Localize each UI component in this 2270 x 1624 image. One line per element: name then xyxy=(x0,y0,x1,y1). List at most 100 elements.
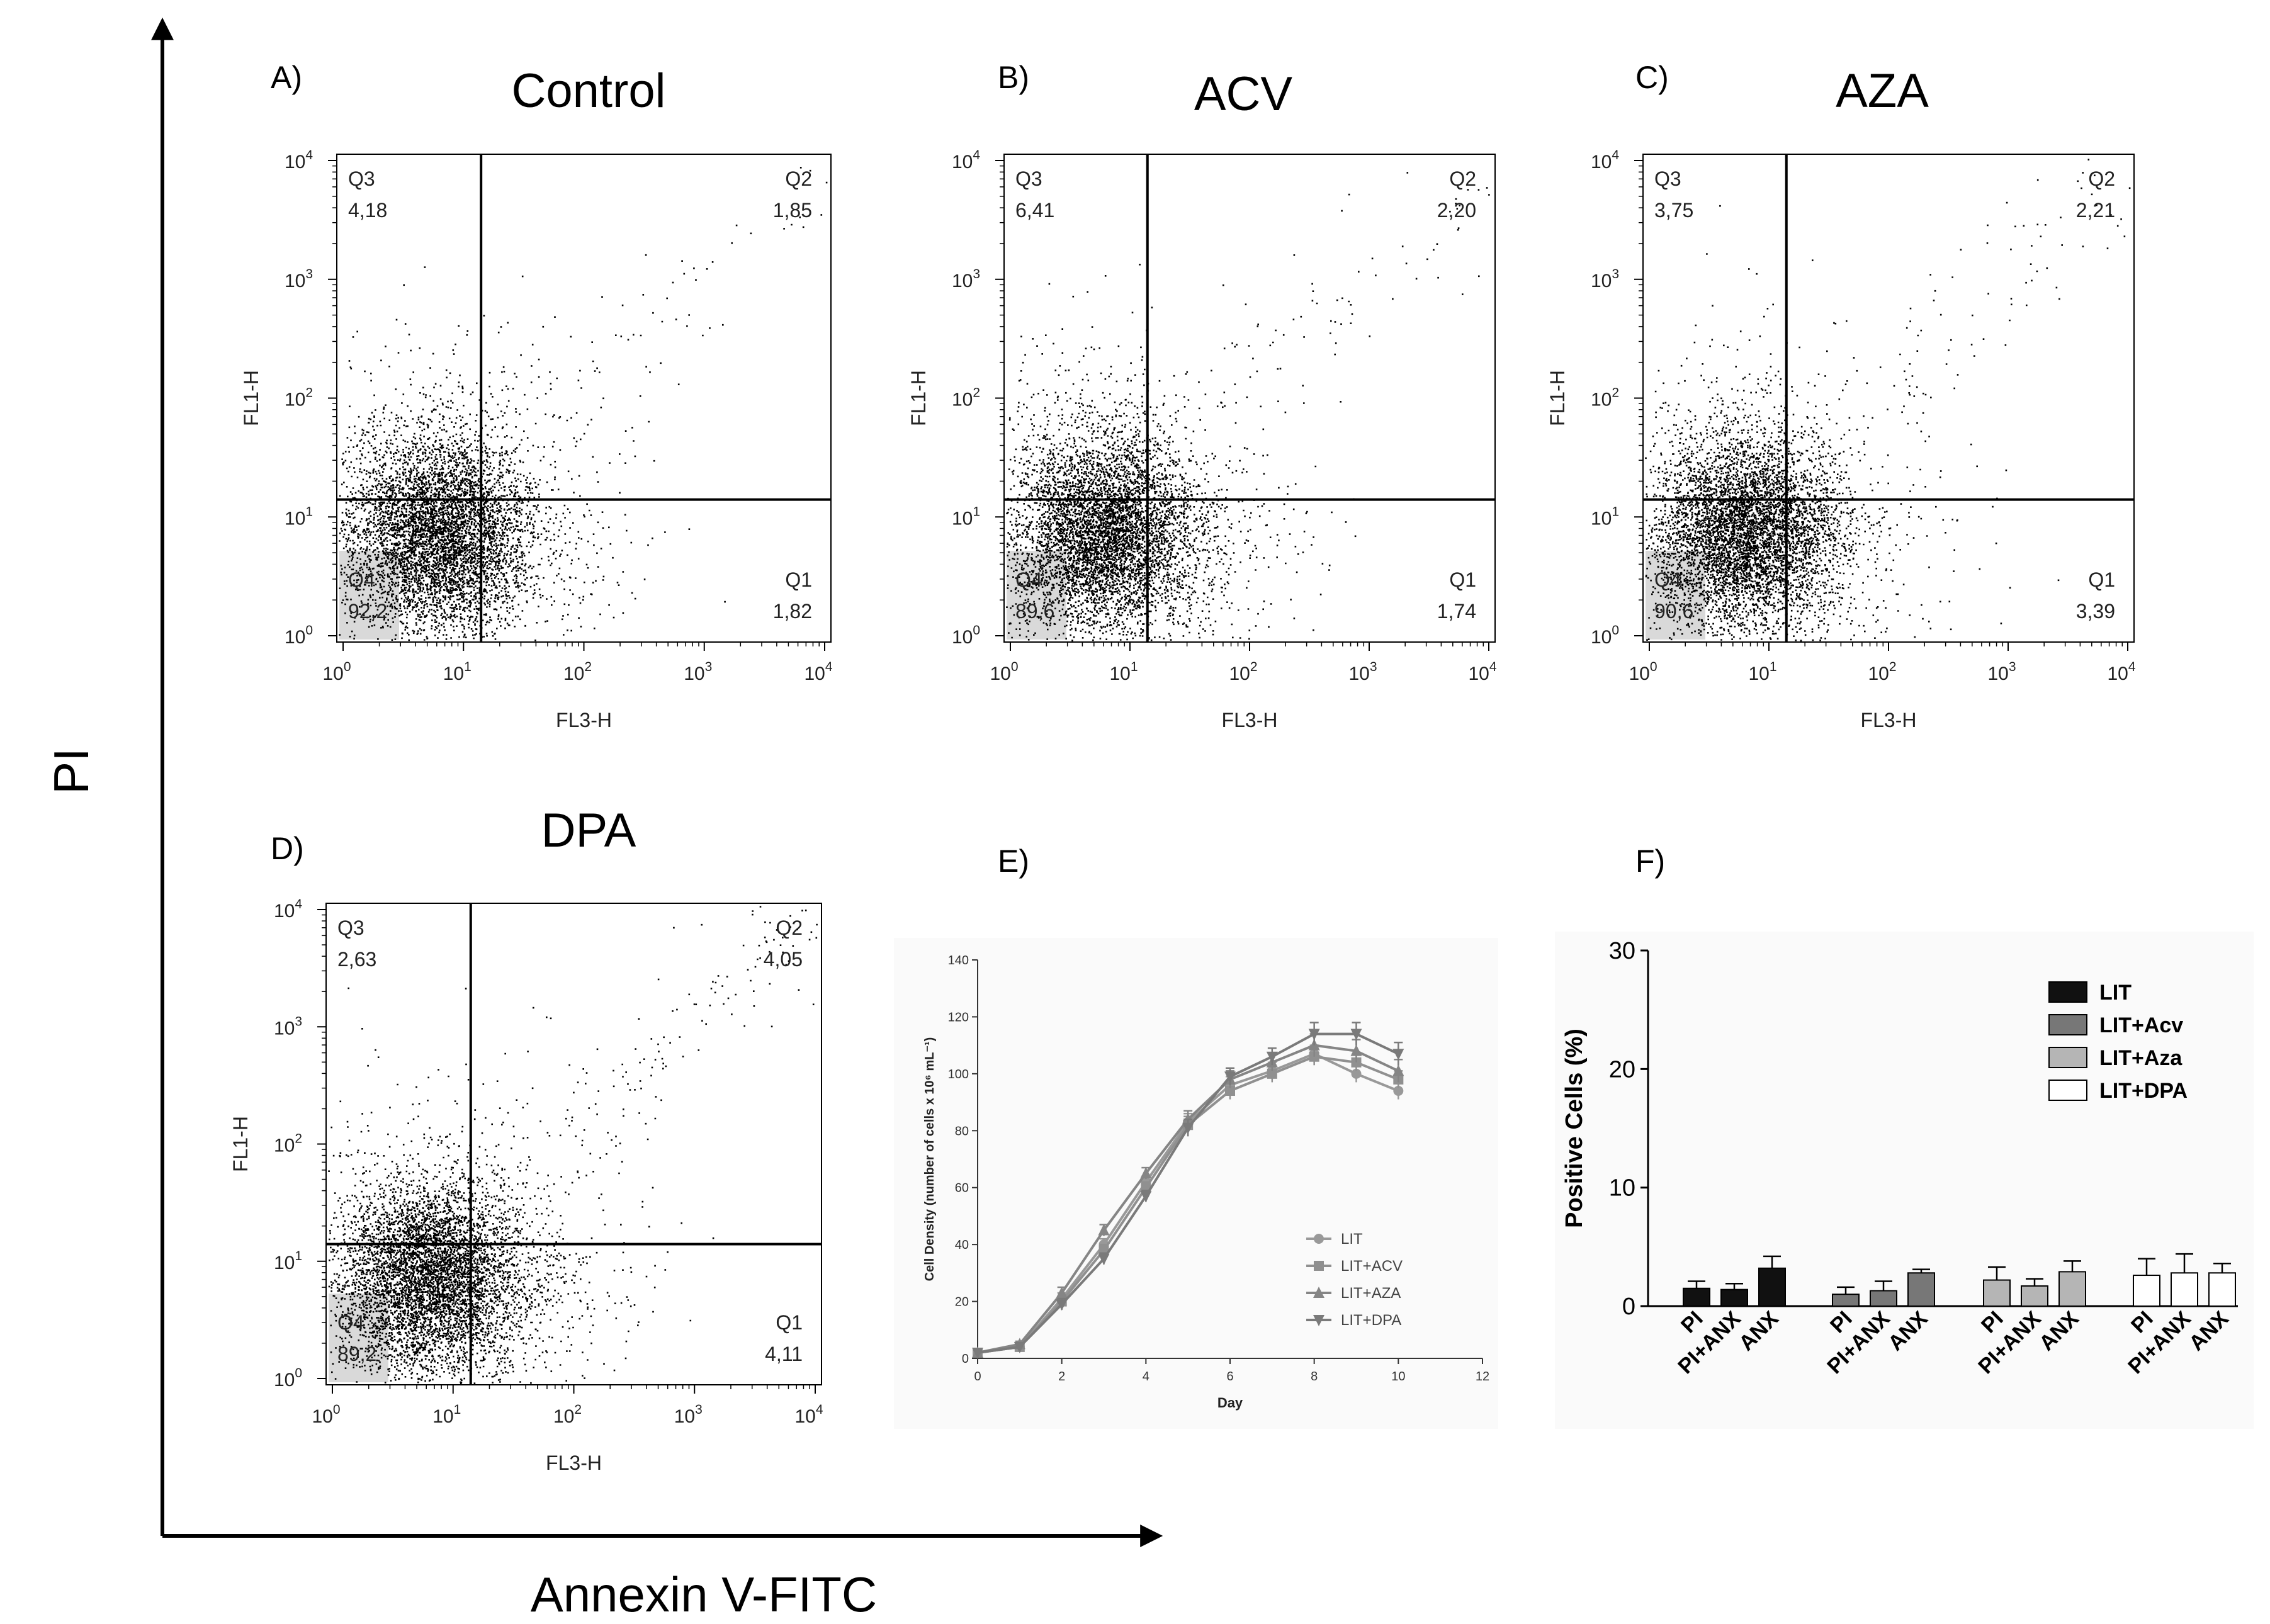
x-axis-label: FL3-H xyxy=(1222,709,1278,731)
y-tick-label: 101 xyxy=(285,504,313,529)
scatter-dots xyxy=(1645,159,2131,642)
q4-label: Q4 xyxy=(1654,568,1681,591)
legend-marker xyxy=(1314,1261,1324,1271)
q4-shade xyxy=(1007,551,1066,640)
y-axis-label: FL1-H xyxy=(229,1116,252,1172)
x-tick-label: 104 xyxy=(804,660,832,684)
q1-label: Q1 xyxy=(776,1311,803,1334)
legend-label: LIT+Acv xyxy=(2099,1013,2183,1037)
flow-panel-control: 100 100 101 101 102 102 103 103 104 104 FL3-H FL1-H… xyxy=(240,148,833,731)
x-tick-label: 104 xyxy=(2107,660,2135,684)
q3-label: Q3 xyxy=(337,916,364,939)
legend-label: LIT+AZA xyxy=(1341,1285,1401,1302)
panel-b-title: ACV xyxy=(1194,67,1293,121)
legend-marker xyxy=(1313,1287,1324,1298)
y-tick-label: 20 xyxy=(1609,1056,1635,1083)
q3-label: Q3 xyxy=(1015,167,1042,190)
q1-label: Q1 xyxy=(1449,568,1476,591)
data-point xyxy=(1098,1253,1110,1265)
y-tick-label: 140 xyxy=(948,954,969,967)
legend-marker xyxy=(1313,1315,1324,1326)
data-point xyxy=(972,1347,983,1359)
x-tick-label: 102 xyxy=(553,1402,582,1427)
panel-b-letter: B) xyxy=(998,60,1029,95)
panel-background xyxy=(894,938,1498,1429)
data-point xyxy=(1014,1341,1025,1353)
legend-label: LIT+DPA xyxy=(2099,1079,2188,1103)
x-tick-label: 2 xyxy=(1058,1370,1065,1384)
q4-label: Q4 xyxy=(337,1311,364,1334)
data-point xyxy=(1225,1085,1235,1096)
bar xyxy=(1683,1287,1710,1307)
y-tick-label: 120 xyxy=(948,1010,969,1024)
x-tick-label: 103 xyxy=(674,1402,703,1427)
bar xyxy=(1870,1290,1897,1307)
y-tick-label: 20 xyxy=(955,1295,969,1309)
x-tick-label: 100 xyxy=(1629,660,1657,684)
data-point xyxy=(1392,1064,1404,1076)
data-point xyxy=(1056,1299,1068,1311)
y-axis-label: Cell Density (number of cells x 10⁶ mL⁻¹… xyxy=(923,1037,937,1282)
q1-value: 3,39 xyxy=(2076,600,2115,623)
x-tick-label: 102 xyxy=(1229,660,1257,684)
x-tick-label: 101 xyxy=(1748,660,1776,684)
x-tick-label: 100 xyxy=(312,1402,340,1427)
y-tick-label: 100 xyxy=(948,1068,969,1081)
legend-label: LIT xyxy=(1341,1231,1363,1248)
legend-swatch xyxy=(2048,1080,2087,1101)
data-point xyxy=(1140,1167,1152,1179)
data-point xyxy=(1393,1085,1404,1096)
y-tick-label: 100 xyxy=(285,623,313,648)
y-tick-label: 0 xyxy=(962,1352,969,1366)
panel-c-title: AZA xyxy=(1836,64,1929,118)
x-tick-label: 6 xyxy=(1226,1370,1233,1384)
legend-label: LIT xyxy=(2099,981,2132,1005)
series-lit-dpa xyxy=(972,1022,1404,1359)
q1-label: Q1 xyxy=(2088,568,2115,591)
global-x-axis-label: Annexin V-FITC xyxy=(531,1567,878,1621)
plot-frame xyxy=(325,903,822,1385)
y-axis-label: Positive Cells (%) xyxy=(1561,1029,1588,1228)
y-tick-label: 101 xyxy=(952,504,980,529)
y-tick-label: 60 xyxy=(955,1181,969,1195)
y-tick-label: 0 xyxy=(1622,1294,1635,1320)
q1-value: 1,74 xyxy=(1437,600,1476,623)
data-point xyxy=(1056,1287,1068,1299)
x-tick-label: 0 xyxy=(974,1370,981,1384)
y-tick-label: 104 xyxy=(285,148,313,172)
q4-value: 89,6 xyxy=(1015,600,1054,623)
legend-swatch xyxy=(2048,1014,2087,1035)
y-tick-label: 102 xyxy=(274,1132,302,1156)
y-tick-label: 103 xyxy=(1591,267,1619,291)
data-point xyxy=(1140,1191,1152,1203)
q2-label: Q2 xyxy=(1449,167,1476,190)
y-tick-label: 103 xyxy=(274,1014,302,1039)
data-point xyxy=(1308,1029,1320,1040)
data-point xyxy=(1350,1029,1362,1040)
q2-label: Q2 xyxy=(2088,167,2115,190)
q4-value: 90,6 xyxy=(1654,600,1693,623)
x-tick-label: 101 xyxy=(432,1402,461,1427)
panel-a-title: Control xyxy=(512,64,666,118)
q4-value: 89,2 xyxy=(337,1343,376,1365)
x-tick-label: 104 xyxy=(794,1402,823,1427)
y-tick-label: 104 xyxy=(1591,148,1619,172)
scatter-events xyxy=(339,167,828,641)
x-axis-label: FL3-H xyxy=(1861,709,1917,731)
q2-value: 1,85 xyxy=(773,199,812,222)
scatter-dots xyxy=(1006,172,1490,641)
x-tick-label: 101 xyxy=(1109,660,1138,684)
scatter-events xyxy=(328,906,818,1385)
q2-label: Q2 xyxy=(776,916,803,939)
x-tick-label: 101 xyxy=(443,660,472,684)
q1-value: 1,82 xyxy=(773,600,812,623)
bar xyxy=(2171,1272,2198,1307)
q2-value: 4,05 xyxy=(764,948,803,971)
q1-label: Q1 xyxy=(785,568,812,591)
y-tick-label: 80 xyxy=(955,1124,969,1138)
q3-value: 3,75 xyxy=(1654,199,1693,222)
flow-panel-aza: 100 100 101 101 102 102 103 103 104 104 FL3-H FL1-H… xyxy=(1546,148,2136,731)
x-tick-label: 10 xyxy=(1391,1370,1405,1384)
